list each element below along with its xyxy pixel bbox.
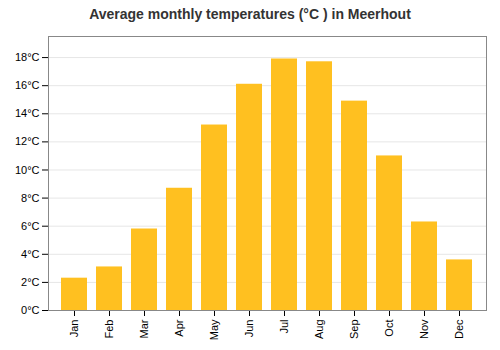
svg-text:Jul: Jul (278, 320, 290, 334)
svg-text:Mar: Mar (138, 319, 150, 338)
svg-text:Dec: Dec (453, 319, 465, 339)
svg-text:12°C: 12°C (15, 135, 40, 147)
html-text:Average monthly temperatures (: Average monthly temperatures (°C ) in Me… (89, 6, 411, 22)
svg-text:2°C: 2°C (21, 276, 40, 288)
svg-text:4°C: 4°C (21, 248, 40, 260)
svg-text:Nov: Nov (418, 319, 430, 339)
svg-text:May: May (208, 319, 220, 340)
svg-text:Aug: Aug (313, 320, 325, 340)
svg-text:8°C: 8°C (21, 192, 40, 204)
svg-text:18°C: 18°C (15, 51, 40, 63)
svg-text:10°C: 10°C (15, 164, 40, 176)
svg-text:Sep: Sep (348, 320, 360, 340)
svg-text:14°C: 14°C (15, 107, 40, 119)
svg-text:16°C: 16°C (15, 79, 40, 91)
svg-text:Jun: Jun (243, 320, 255, 338)
svg-text:Apr: Apr (173, 319, 185, 336)
svg-text:Jan: Jan (68, 320, 80, 338)
svg-text:Feb: Feb (103, 320, 115, 339)
svg-text:6°C: 6°C (21, 220, 40, 232)
svg-text:Oct: Oct (383, 320, 395, 337)
svg-text:0°C: 0°C (21, 304, 40, 316)
